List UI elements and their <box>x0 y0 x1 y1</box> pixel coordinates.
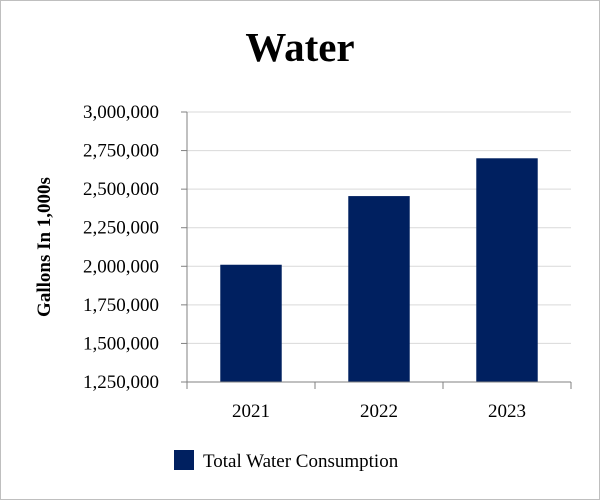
y-axis-label: Gallons In 1,000s <box>34 177 55 317</box>
legend-swatch <box>174 450 194 470</box>
legend-label: Total Water Consumption <box>203 451 399 472</box>
bar-2022 <box>348 196 410 382</box>
x-tick-label: 2022 <box>360 401 398 422</box>
x-tick-labels: 2021 2022 2023 <box>232 401 526 422</box>
legend: Total Water Consumption <box>174 450 399 472</box>
bars <box>220 158 538 382</box>
chart-title: Water <box>245 24 354 70</box>
y-tick-label: 2,500,000 <box>83 179 159 200</box>
x-tick-label: 2023 <box>488 401 526 422</box>
y-tick-labels: 1,250,000 1,500,000 1,750,000 2,000,000 2,25… <box>83 102 159 393</box>
x-tick-label: 2021 <box>232 401 270 422</box>
y-tick-label: 1,750,000 <box>83 295 159 316</box>
bar-2023 <box>476 158 538 382</box>
y-tick-label: 1,500,000 <box>83 333 159 354</box>
y-tick-label: 2,750,000 <box>83 141 159 162</box>
y-tick-label: 2,000,000 <box>83 256 159 277</box>
y-tick-label: 2,250,000 <box>83 218 159 239</box>
bar-2021 <box>220 264 282 382</box>
y-tick-label: 1,250,000 <box>83 372 159 393</box>
y-tick-label: 3,000,000 <box>83 102 159 123</box>
axes <box>181 111 572 389</box>
